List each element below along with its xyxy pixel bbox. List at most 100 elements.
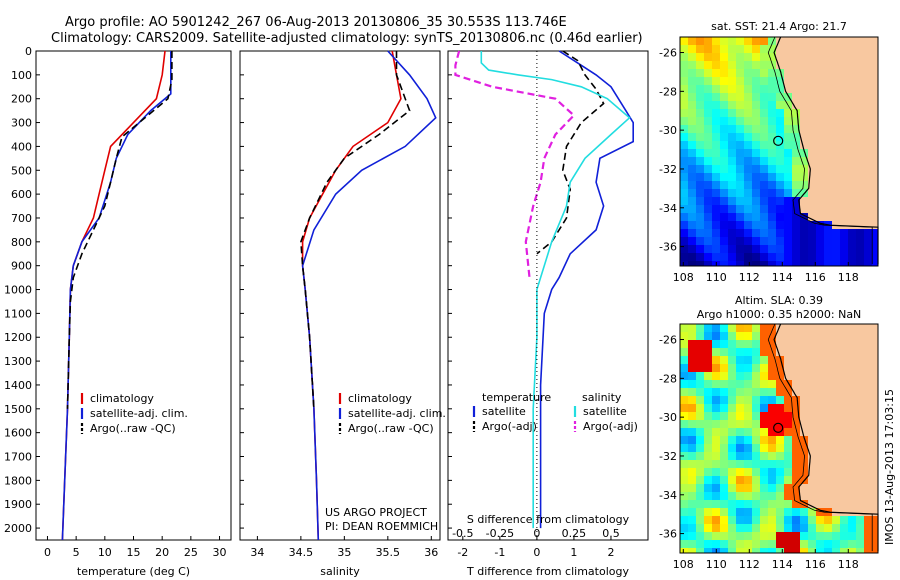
map-cell: [760, 85, 768, 93]
map-cell: [808, 245, 816, 253]
map-cell: [712, 213, 720, 221]
map-cell: [864, 37, 872, 45]
map-cell: [752, 117, 760, 125]
map-cell: [712, 356, 720, 364]
map-cell: [768, 332, 776, 340]
map-cell: [680, 149, 688, 157]
map-cell: [776, 476, 784, 484]
map-cell: [832, 420, 840, 428]
map-cell: [728, 468, 736, 476]
map-cell: [808, 85, 816, 93]
map-cell: [840, 532, 848, 540]
map-cell: [744, 101, 752, 109]
map-cell: [800, 197, 808, 205]
map-cell: [768, 213, 776, 221]
map-cell: [688, 388, 696, 396]
map-cell: [864, 189, 872, 197]
map-cell: [784, 221, 792, 229]
map-cell: [688, 45, 696, 53]
y-tick-label: 1400: [4, 379, 32, 392]
map-cell: [736, 420, 744, 428]
x-tick-label: 5: [73, 546, 80, 559]
map-cell: [808, 340, 816, 348]
map-cell: [728, 388, 736, 396]
y-tick-label: 1600: [4, 427, 32, 440]
map-cell: [688, 436, 696, 444]
map-cell: [856, 332, 864, 340]
map-cell: [760, 364, 768, 372]
map-cell: [752, 237, 760, 245]
map-cell: [808, 500, 816, 508]
legend-label: climatology: [90, 392, 154, 405]
map-cell: [712, 133, 720, 141]
map-cell: [864, 229, 872, 237]
map-cell: [768, 133, 776, 141]
map-cell: [720, 380, 728, 388]
map-cell: [856, 532, 864, 540]
map-cell: [728, 93, 736, 101]
map-cell: [808, 436, 816, 444]
map-cell: [864, 109, 872, 117]
map-cell: [848, 364, 856, 372]
map-cell: [752, 77, 760, 85]
map-cell: [720, 77, 728, 85]
map-cell: [848, 540, 856, 548]
map-cell: [760, 149, 768, 157]
map-cell: [680, 237, 688, 245]
map-cell: [680, 340, 688, 348]
map_sla-isobath: [767, 323, 873, 552]
map-cell: [728, 548, 736, 553]
map-cell: [840, 157, 848, 165]
map_sst-isobath: [767, 36, 873, 265]
map_sla-title-1: Argo h1000: 0.35 h2000: NaN: [697, 308, 862, 321]
map-cell: [728, 37, 736, 45]
map-cell: [768, 492, 776, 500]
map-cell: [744, 197, 752, 205]
map-cell: [776, 109, 784, 117]
map-cell: [792, 197, 800, 205]
map-cell: [768, 532, 776, 540]
map-cell: [832, 460, 840, 468]
map-cell: [800, 69, 808, 77]
y-tick-label: -36: [659, 241, 677, 254]
map-cell: [840, 372, 848, 380]
map-cell: [728, 221, 736, 229]
map-cell: [800, 149, 808, 157]
map-cell: [752, 324, 760, 332]
map-cell: [824, 404, 832, 412]
map-cell: [768, 229, 776, 237]
map-cell: [856, 109, 864, 117]
map-cell: [720, 412, 728, 420]
map-cell: [848, 444, 856, 452]
map-cell: [872, 221, 878, 229]
y-tick-label: -26: [659, 334, 677, 347]
map-cell: [864, 420, 872, 428]
map-cell: [680, 348, 688, 356]
map-cell: [728, 436, 736, 444]
map-cell: [728, 85, 736, 93]
map-cell: [784, 372, 792, 380]
map-cell: [856, 141, 864, 149]
map-cell: [872, 157, 878, 165]
map-cell: [800, 540, 808, 548]
map-cell: [816, 532, 824, 540]
map-cell: [792, 125, 800, 133]
map-cell: [808, 380, 816, 388]
map-cell: [776, 93, 784, 101]
difference-xlabel2: S difference from climatology: [467, 513, 630, 526]
map-cell: [784, 253, 792, 261]
map-cell: [760, 508, 768, 516]
map-cell: [864, 548, 872, 553]
map-cell: [872, 165, 878, 173]
map-cell: [720, 189, 728, 197]
map-cell: [824, 237, 832, 245]
map-cell: [696, 412, 704, 420]
map-cell: [776, 380, 784, 388]
map-cell: [680, 356, 688, 364]
map-cell: [872, 380, 878, 388]
map-cell: [864, 197, 872, 205]
map-cell: [800, 205, 808, 213]
map-cell: [864, 61, 872, 69]
map-cell: [824, 372, 832, 380]
map-cell: [752, 173, 760, 181]
